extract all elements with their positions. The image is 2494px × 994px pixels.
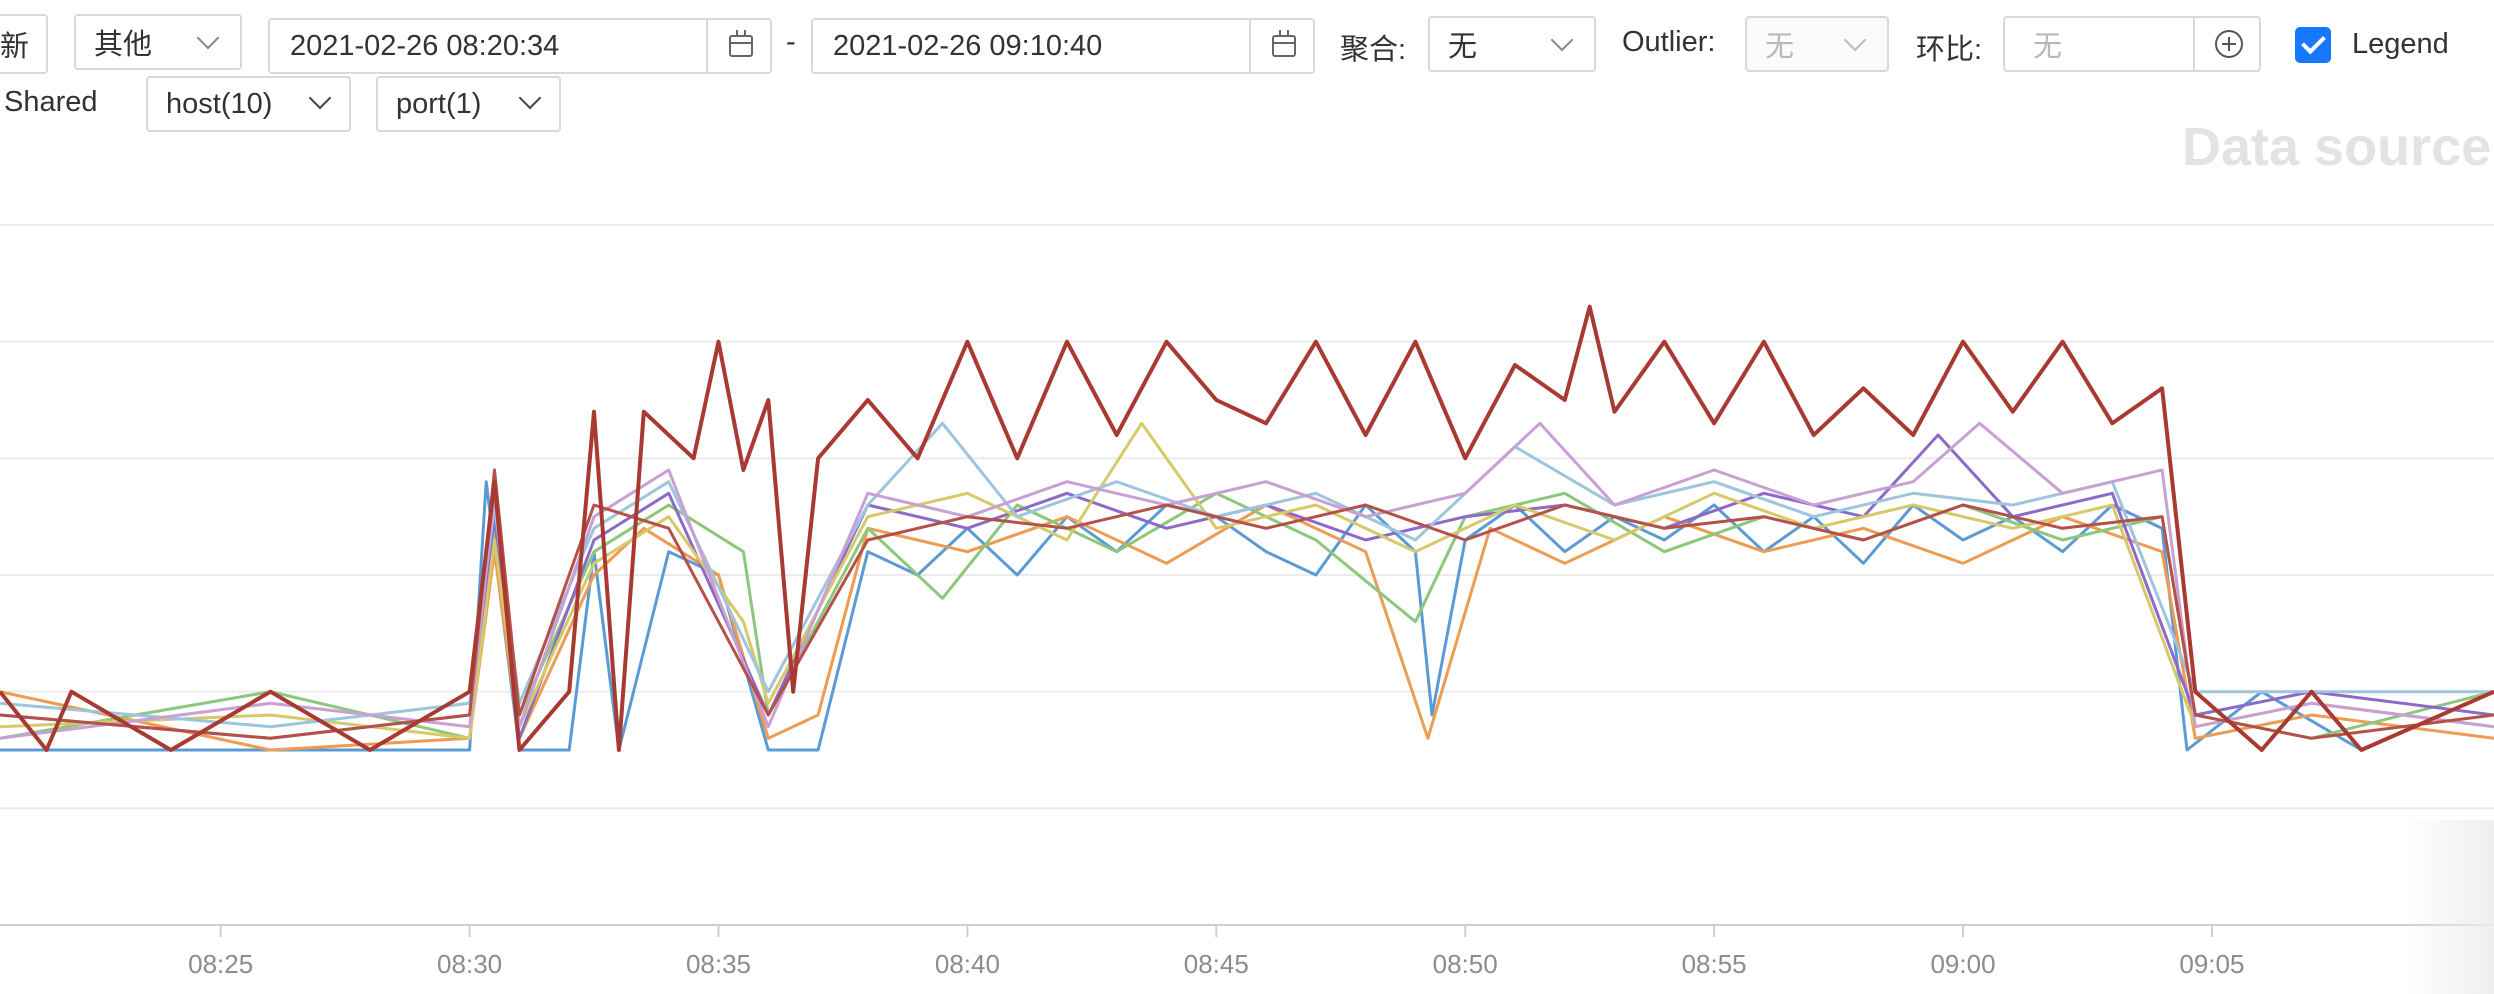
aggregate-label: 聚合: [1340,34,1407,66]
outlier-select[interactable]: 无 [1745,16,1889,72]
x-tick-label: 09:00 [1930,949,1995,979]
x-tick-label: 08:35 [686,949,751,979]
outlier-value: 无 [1765,31,1795,63]
end-calendar-button[interactable] [1249,20,1317,72]
legend-checkbox[interactable] [2295,27,2331,63]
aggregate-select[interactable]: 无 [1428,16,1596,72]
legend-label: Legend [2352,28,2449,60]
x-tick-label: 08:50 [1433,949,1498,979]
end-time-picker[interactable]: 2021-02-26 09:10:40 [811,18,1315,74]
start-calendar-button[interactable] [706,20,774,72]
series-line[interactable] [0,503,2494,752]
series-line[interactable] [0,304,2494,752]
range-separator: - [786,26,796,58]
refresh-button[interactable]: 新 [0,14,48,74]
calendar-icon [1272,30,1296,57]
port-filter-value: port(1) [396,87,482,120]
x-tick-label: 08:55 [1682,949,1747,979]
series-line[interactable] [0,421,2494,740]
series-line[interactable] [0,421,2494,740]
compare-label: 环比: [1916,34,1983,66]
outlier-label: Outlier: [1622,26,1716,58]
scroll-shadow [2404,820,2494,994]
chart-series [0,304,2494,752]
compare-input[interactable]: 无 [2003,16,2261,72]
range-preset-value: 其他 [94,29,153,61]
host-filter-value: host(10) [166,87,273,120]
compare-placeholder: 无 [2033,31,2063,63]
x-tick-label: 09:05 [2179,949,2244,979]
port-filter-select[interactable]: port(1) [376,76,561,132]
host-filter-select[interactable]: host(10) [146,76,351,132]
start-time-picker[interactable]: 2021-02-26 08:20:34 [268,18,772,74]
x-tick-label: 08:25 [188,949,253,979]
x-axis: 08:25 08:30 08:35 08:40 08:45 08:50 08:55 09:00… [0,924,2494,979]
range-preset-select[interactable]: 其他 [74,14,242,70]
refresh-button-label: 新 [0,31,30,63]
shared-label: Shared [4,86,98,118]
plus-circle-icon [2215,30,2243,58]
compare-add-button[interactable] [2193,18,2263,70]
start-time-value: 2021-02-26 08:20:34 [290,29,560,62]
x-tick-label: 08:40 [935,949,1000,979]
data-source-watermark: Data source [2182,117,2492,177]
calendar-icon [729,30,753,57]
x-tick-label: 08:30 [437,949,502,979]
x-tick-label: 08:45 [1184,949,1249,979]
end-time-value: 2021-02-26 09:10:40 [833,29,1103,62]
chart-grid [0,224,2494,810]
series-line[interactable] [0,468,2494,740]
series-line[interactable] [0,491,2494,740]
aggregate-value: 无 [1448,31,1478,63]
